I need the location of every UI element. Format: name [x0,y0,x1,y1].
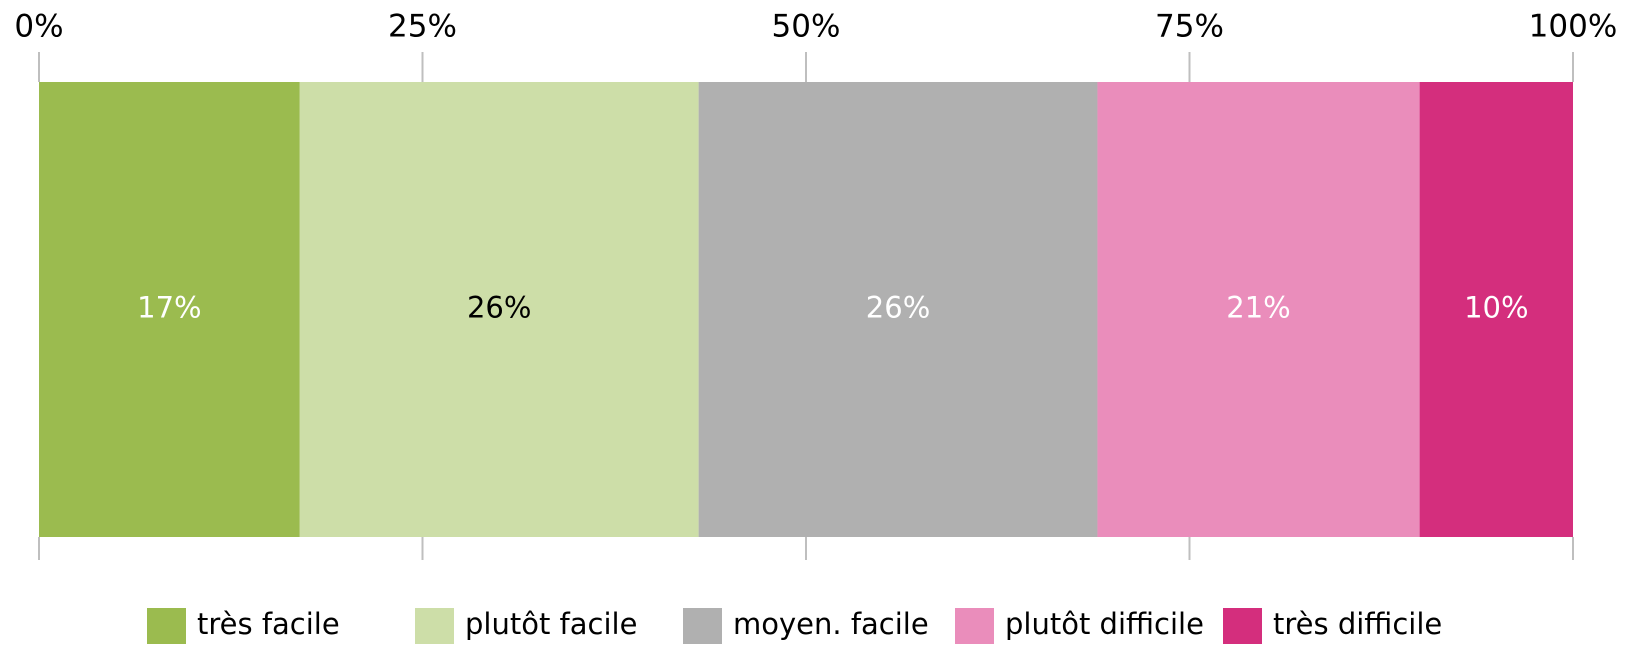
legend-swatch [955,608,994,644]
legend-label: très difficile [1273,607,1442,641]
bar-segment [1419,82,1573,537]
legend-label: moyen. facile [733,607,929,641]
data-label: 26% [467,291,531,325]
x-tick-label: 100% [1529,9,1618,45]
bar-segment [299,82,699,537]
x-tick-label: 75% [1155,9,1224,45]
legend-swatch [1223,608,1262,644]
data-label: 17% [137,291,201,325]
legend-label: très facile [197,607,340,641]
data-label: 10% [1464,291,1528,325]
data-label: 26% [866,291,930,325]
legend-label: plutôt facile [465,607,637,641]
bar-segment [698,82,1098,537]
x-tick-label: 50% [772,9,841,45]
legend-label: plutôt difficile [1005,607,1204,641]
bar-segment [39,82,300,537]
legend-swatch [683,608,722,644]
data-label: 21% [1226,291,1290,325]
legend-swatch [147,608,186,644]
bar-segment [1097,82,1420,537]
x-tick-label: 0% [14,9,63,45]
legend-swatch [415,608,454,644]
x-tick-label: 25% [388,9,457,45]
